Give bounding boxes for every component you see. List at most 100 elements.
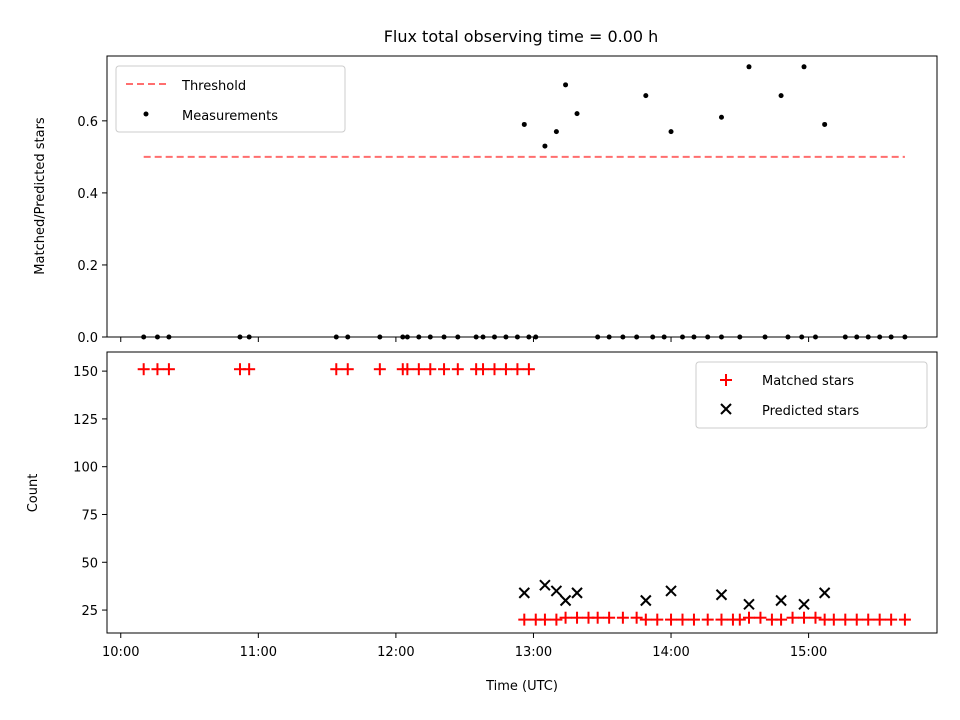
measurement-point [595,334,601,340]
measurement-point [333,334,339,340]
measurement-point [854,334,860,340]
measurement-point [762,334,768,340]
x-axis-label: Time (UTC) [485,679,558,694]
count-legend-frame [695,361,928,429]
matched-star-point [839,613,852,626]
x-tick-label: 10:00 [102,645,139,660]
matched-star-point [330,363,343,376]
measurement-point [842,334,848,340]
matched-star-point [538,613,551,626]
predicted-star-point [640,594,652,607]
measurement-point [141,334,147,340]
matched-star-point [522,363,535,376]
measurement-point [865,334,871,340]
matched-star-point [733,613,746,626]
measurement-point [634,334,640,340]
legend-matched-label: Matched stars [762,374,854,389]
measurement-point [668,129,674,135]
measurement-point [154,334,160,340]
matched-star-point [341,363,354,376]
measurement-point [404,334,410,340]
measurement-point [718,334,724,340]
matched-star-point [850,613,863,626]
matched-star-point [885,613,898,626]
matched-star-point [559,611,572,624]
ratio-marks [141,64,908,340]
count-y-tick-label: 100 [73,461,98,476]
measurement-point [166,334,172,340]
legend-measurements-label: Measurements [182,109,278,124]
measurement-point [542,143,548,149]
measurement-point [746,64,752,70]
predicted-star-point [715,589,728,601]
measurement-point [778,93,784,99]
legend-matched-swatch [720,374,732,386]
matched-star-point [630,611,643,624]
measurement-point [799,334,805,340]
count-y-tick-label: 50 [81,556,98,571]
measurement-point [521,121,527,127]
matched-star-point [827,613,840,626]
measurement-point [503,334,509,340]
matched-star-point [451,363,464,376]
predicted-star-point [798,598,810,611]
measurement-point [237,334,243,340]
matched-star-point [162,363,175,376]
matched-star-point [243,363,256,376]
measurement-point [718,114,724,120]
matched-star-point [798,611,811,624]
count-marks [137,363,911,626]
matched-star-point [616,611,629,624]
measurement-point [416,334,422,340]
measurement-point [246,334,252,340]
measurement-point [526,334,532,340]
ratio-axis-ticks: 0.0 0.2 0.4 0.6 [77,115,810,346]
measurement-point [785,334,791,340]
count-y-axis-label: Count [26,474,41,513]
matched-star-point [873,613,886,626]
matched-star-point [499,363,512,376]
figure-title: Flux total observing time = 0.00 h [384,27,659,46]
matched-star-point [488,363,501,376]
matched-star-point [438,363,451,376]
matched-star-point [591,611,604,624]
matched-star-point [424,363,437,376]
measurement-point [691,334,697,340]
ratio-legend-frame [115,65,346,133]
count-y-tick-label: 25 [81,604,98,619]
matched-star-point [687,613,700,626]
ratio-panel: 0.0 0.2 0.4 0.6 Matched/Predicted stars Thr… [33,55,938,346]
ratio-y-tick-label: 0.4 [77,187,98,202]
count-axis-ticks: 25 50 75 100 125 150 10:00 11:00 12:00 13:00 14:00… [73,365,827,660]
matched-star-point [676,613,689,626]
matched-star-point [786,611,799,624]
measurement-point [801,64,807,70]
x-tick-label: 13:00 [515,645,552,660]
count-y-tick-label: 75 [81,508,98,523]
measurement-point [574,111,580,117]
x-tick-label: 15:00 [790,645,827,660]
count-y-tick-label: 125 [73,413,98,428]
predicted-star-point [775,594,787,607]
matched-star-point [715,613,728,626]
predicted-star-point [743,598,755,611]
predicted-star-point [559,594,572,607]
count-panel: 25 50 75 100 125 150 10:00 11:00 12:00 13:00 14:00… [26,351,938,694]
measurement-point [812,334,818,340]
matched-star-point [898,613,911,626]
x-tick-label: 11:00 [240,645,277,660]
measurement-point [441,334,447,340]
legend-measurements-swatch [143,111,149,117]
matched-star-point [742,611,755,624]
measurement-point [377,334,383,340]
predicted-star-point [571,587,583,599]
matched-star-point [862,613,875,626]
matched-star-point [775,613,788,626]
matched-star-point [477,363,490,376]
predicted-star-point [539,579,551,591]
measurement-point [643,93,649,99]
matched-star-point [603,611,616,624]
measurement-point [480,334,486,340]
matched-star-point [651,613,664,626]
